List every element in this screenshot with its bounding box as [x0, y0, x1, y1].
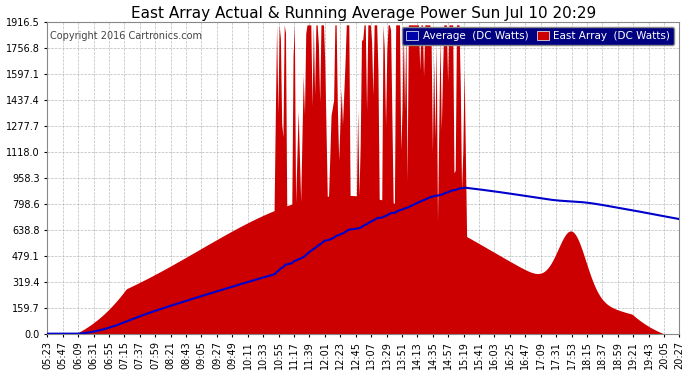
- Text: Copyright 2016 Cartronics.com: Copyright 2016 Cartronics.com: [50, 31, 202, 41]
- Title: East Array Actual & Running Average Power Sun Jul 10 20:29: East Array Actual & Running Average Powe…: [131, 6, 596, 21]
- Legend: Average  (DC Watts), East Array  (DC Watts): Average (DC Watts), East Array (DC Watts…: [402, 27, 674, 45]
